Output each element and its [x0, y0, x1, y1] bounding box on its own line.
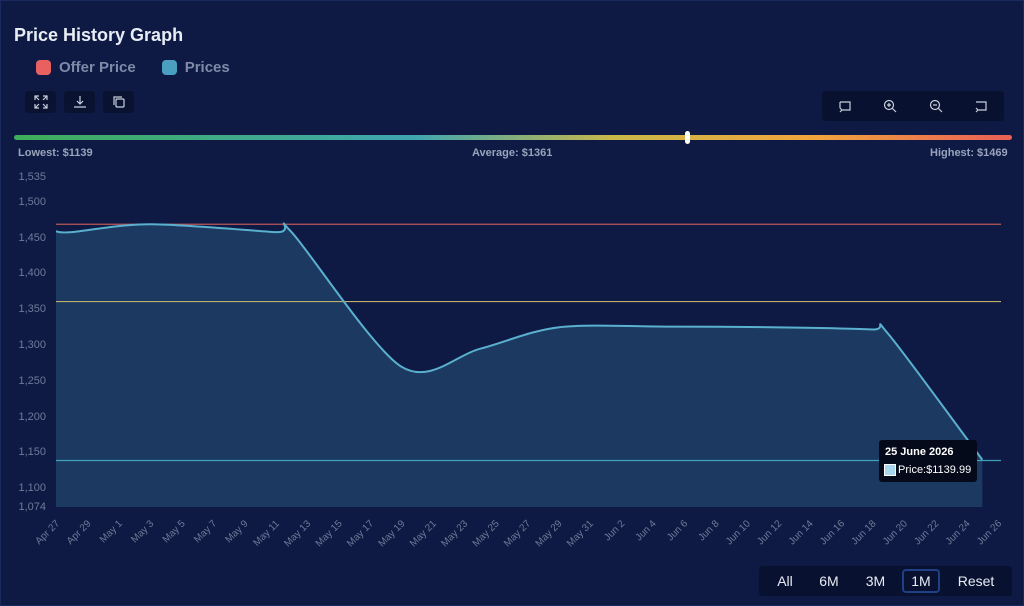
x-tick-label: Jun 14 [787, 518, 816, 547]
highest-price-label: Highest: $1469 [930, 147, 1008, 159]
copy-button[interactable] [103, 91, 134, 113]
x-tick-label: May 25 [471, 518, 502, 549]
range-selector: All 6M 3M 1M Reset [759, 566, 1012, 596]
x-tick-label: Jun 10 [724, 518, 753, 547]
download-icon [73, 96, 86, 108]
zoom-out-button[interactable] [920, 94, 952, 118]
y-tick-label: 1,100 [18, 482, 46, 494]
legend-item-offer-price[interactable]: Offer Price [36, 59, 136, 76]
x-tick-label: May 9 [223, 518, 250, 545]
pan-button[interactable] [829, 94, 861, 118]
x-tick-label: Apr 27 [34, 518, 63, 547]
x-tick-label: Jun 4 [634, 518, 659, 543]
zoom-in-icon [884, 99, 897, 113]
y-tick-label: 1,450 [18, 232, 46, 244]
x-tick-label: May 31 [565, 518, 596, 549]
x-tick-label: Jun 24 [944, 518, 973, 547]
fullscreen-icon [33, 95, 48, 109]
x-tick-label: Jun 18 [850, 518, 879, 547]
price-range-bar [14, 135, 1012, 140]
reset-range-button[interactable]: Reset [957, 573, 995, 589]
x-tick-label: Apr 29 [65, 518, 94, 547]
x-tick-label: May 23 [439, 518, 470, 549]
x-tick-label: May 21 [408, 518, 439, 549]
offer-price-swatch [36, 60, 51, 75]
price-tooltip: 25 June 2026 Price:$1139.99 [879, 440, 977, 482]
x-tick-label: May 19 [377, 518, 408, 549]
fullscreen-button[interactable] [25, 91, 56, 113]
x-tick-label: Jun 2 [602, 518, 627, 543]
x-tick-label: May 7 [192, 518, 219, 545]
download-button[interactable] [64, 91, 95, 113]
legend-label-offer-price: Offer Price [59, 59, 136, 76]
y-tick-label: 1,150 [18, 446, 46, 458]
x-tick-label: May 1 [98, 518, 125, 545]
x-tick-label: Jun 6 [665, 518, 690, 543]
pan-icon [839, 101, 851, 113]
page-title: Price History Graph [14, 25, 184, 45]
copy-icon [112, 96, 125, 108]
x-tick-label: Jun 12 [755, 518, 784, 547]
price-area [56, 223, 983, 507]
reset-view-icon [975, 101, 987, 113]
x-tick-label: May 11 [251, 518, 282, 549]
x-tick-label: Jun 26 [975, 518, 1004, 547]
range-3m-button[interactable]: 3M [865, 573, 886, 589]
y-tick-label: 1,535 [18, 171, 46, 183]
x-tick-label: May 13 [282, 518, 313, 549]
x-tick-label: May 5 [161, 518, 188, 545]
x-tick-label: May 3 [129, 518, 156, 545]
zoom-out-icon [929, 99, 943, 113]
price-line [55, 222, 984, 461]
tooltip-date: 25 June 2026 [885, 446, 954, 458]
y-tick-label: 1,500 [18, 196, 46, 208]
legend-label-prices: Prices [184, 59, 230, 76]
tooltip-price: Price:$1139.99 [898, 464, 972, 476]
x-tick-label: May 29 [534, 518, 565, 549]
x-tick-label: Jun 22 [912, 518, 941, 547]
y-tick-label: 1,074 [18, 501, 46, 513]
x-tick-label: Jun 8 [696, 518, 721, 543]
average-price-label: Average: $1361 [472, 147, 553, 159]
y-tick-label: 1,350 [18, 303, 46, 315]
x-tick-label: May 17 [345, 518, 376, 549]
tooltip-row: Price:$1139.99 [884, 464, 971, 476]
reset-view-button[interactable] [965, 94, 997, 118]
y-tick-label: 1,200 [18, 411, 46, 423]
range-1m-button[interactable]: 1M [902, 569, 940, 593]
x-tick-label: Jun 16 [818, 518, 847, 547]
legend: Offer Price Prices [36, 59, 230, 76]
x-tick-label: May 15 [314, 518, 345, 549]
y-tick-label: 1,300 [18, 339, 46, 351]
legend-item-prices[interactable]: Prices [161, 59, 230, 76]
current-price-marker [684, 131, 690, 144]
lowest-price-label: Lowest: $1139 [18, 147, 93, 159]
zoom-toolbar [822, 91, 1004, 121]
y-tick-label: 1,400 [18, 267, 46, 279]
range-6m-button[interactable]: 6M [819, 573, 839, 589]
prices-swatch [161, 60, 177, 75]
zoom-in-button[interactable] [874, 94, 906, 118]
x-tick-label: May 27 [502, 518, 533, 549]
y-tick-label: 1,250 [18, 375, 46, 387]
range-all-button[interactable]: All [777, 573, 793, 589]
tooltip-swatch [884, 464, 896, 476]
x-tick-label: Jun 20 [881, 518, 910, 547]
